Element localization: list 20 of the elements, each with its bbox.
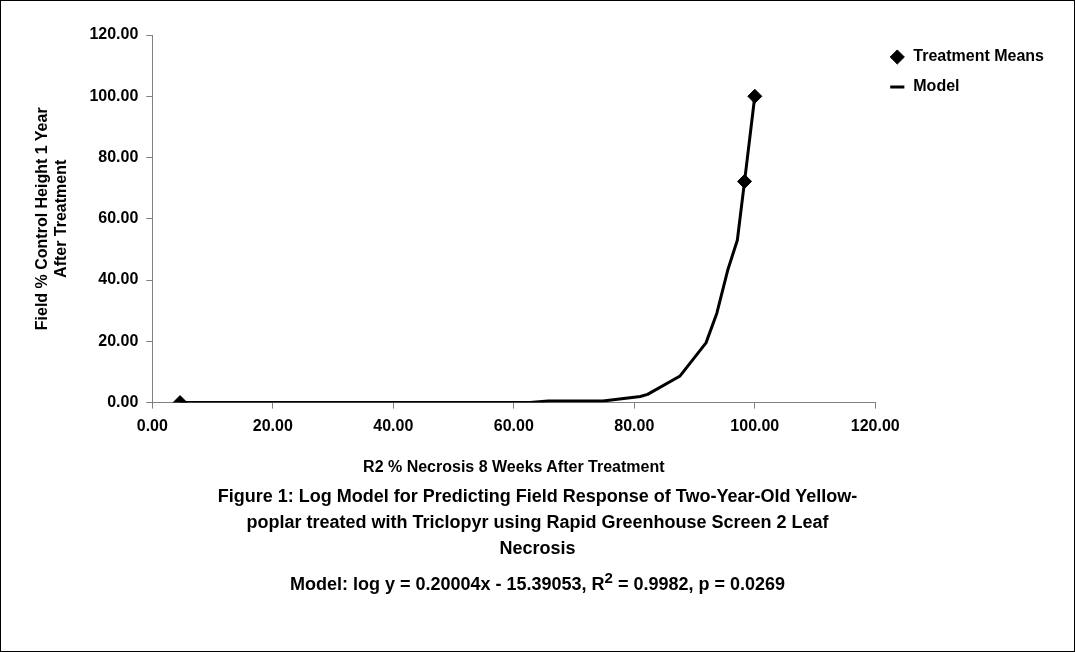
- x-tick-label: 0.00: [136, 416, 169, 434]
- x-tick-label: 100.00: [730, 416, 780, 434]
- y-tick-label: 120.00: [89, 25, 139, 43]
- legend-label: Model: [913, 77, 960, 95]
- x-tick-label: 80.00: [614, 416, 655, 434]
- x-tick-label: 60.00: [493, 416, 534, 434]
- y-tick-label: 60.00: [98, 209, 139, 227]
- y-tick-label: 40.00: [98, 270, 139, 288]
- y-tick-label: 20.00: [98, 331, 139, 349]
- y-tick-label: 0.00: [107, 393, 139, 411]
- x-tick-label: 40.00: [373, 416, 414, 434]
- text: Model: log y = 0.20004x - 15.39053, R$^{2}$ = 0.9982, p = 0.0269: [288, 569, 787, 595]
- x-axis-title: R2 % Necrosis 8 Weeks After Treatment: [363, 457, 666, 475]
- y-axis-title: Field % Control Height 1 Year After Treatment: [33, 107, 70, 331]
- x-tick-label: 20.00: [252, 416, 293, 434]
- legend-label: Treatment Means: [913, 47, 1045, 65]
- x-tick-label: 120.00: [850, 416, 900, 434]
- caption: Figure 1: Log Model for Predicting Field Response of Two-Year-Old Yellow-poplar treated with Triclopyr using Rapid Greenhouse Screen 2 Leaf Necrosis: [217, 485, 858, 560]
- y-tick-label: 80.00: [98, 147, 139, 165]
- y-tick-label: 100.00: [89, 86, 139, 104]
